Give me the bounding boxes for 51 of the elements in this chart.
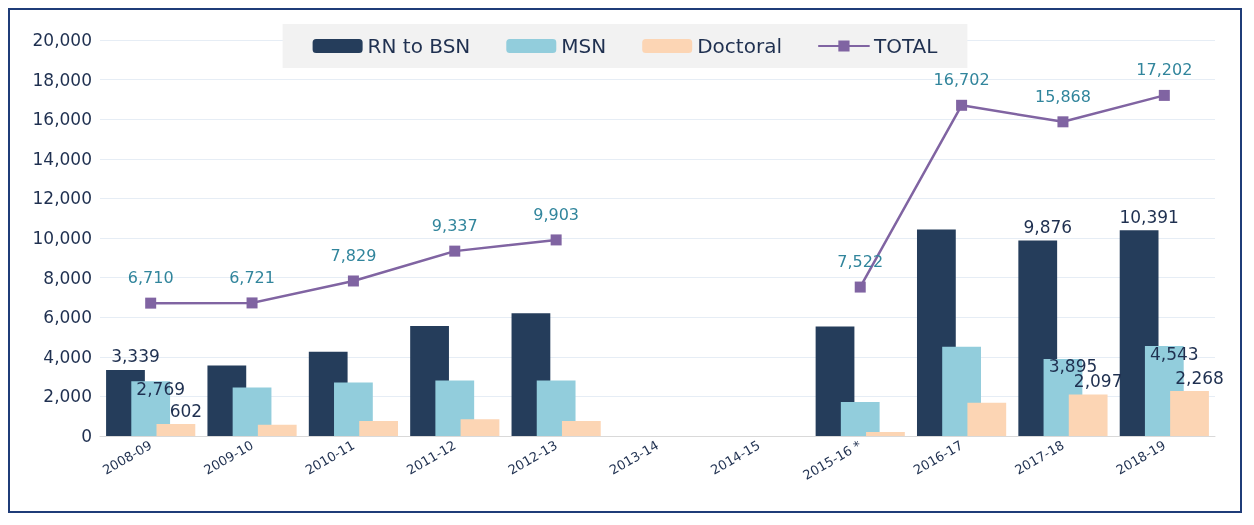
- bar: [967, 402, 1007, 436]
- bar: [1170, 391, 1209, 436]
- data-label: 602: [169, 400, 203, 421]
- y-tick-label: 2,000: [43, 386, 92, 407]
- bar: [840, 401, 880, 436]
- point: [1057, 116, 1069, 128]
- data-label: 2,268: [1175, 367, 1224, 388]
- point: [246, 297, 258, 309]
- data-label: 3,339: [111, 346, 160, 367]
- data-label: 6,721: [229, 267, 275, 287]
- legend-label: MSN: [561, 34, 607, 58]
- bar: [257, 424, 297, 436]
- data-label: 16,702: [933, 70, 990, 90]
- data-label: 10,391: [1119, 206, 1179, 227]
- bar: [334, 382, 373, 436]
- y-tick-label: 20,000: [32, 30, 92, 50]
- point: [956, 99, 968, 111]
- bar: [232, 387, 272, 436]
- y-tick-label: 10,000: [32, 228, 92, 248]
- data-label: 15,868: [1034, 86, 1091, 106]
- y-tick-label: 12,000: [32, 188, 92, 209]
- bar: [866, 432, 905, 436]
- y-tick-label: 14,000: [32, 148, 92, 169]
- legend-label: TOTAL: [872, 34, 939, 58]
- legend-label: RN to BSN: [367, 34, 471, 58]
- bar: [536, 380, 576, 436]
- bar: [460, 419, 500, 436]
- y-tick-label: 16,000: [32, 109, 92, 130]
- data-label: 9,903: [533, 204, 580, 224]
- y-tick-label: 8,000: [43, 267, 92, 288]
- point: [1158, 89, 1170, 101]
- legend-label: Doctoral: [697, 34, 782, 58]
- y-tick-label: 4,000: [43, 346, 92, 367]
- point: [449, 245, 461, 257]
- data-label: 17,202: [1136, 60, 1193, 80]
- y-tick-label: 0: [81, 426, 92, 446]
- y-tick-label: 18,000: [32, 69, 92, 90]
- bar: [1068, 394, 1108, 436]
- point: [347, 275, 359, 287]
- data-label: 9,876: [1023, 216, 1073, 237]
- point: [854, 281, 866, 293]
- data-label: 6,710: [127, 268, 174, 288]
- data-label: 7,829: [330, 245, 377, 265]
- bar: [359, 420, 399, 436]
- point: [550, 234, 562, 246]
- data-label: 9,337: [431, 216, 478, 236]
- data-label: 4,543: [1149, 343, 1199, 364]
- bar: [156, 424, 196, 436]
- point: [145, 297, 157, 309]
- bar: [561, 420, 601, 436]
- y-tick-label: 6,000: [43, 307, 92, 328]
